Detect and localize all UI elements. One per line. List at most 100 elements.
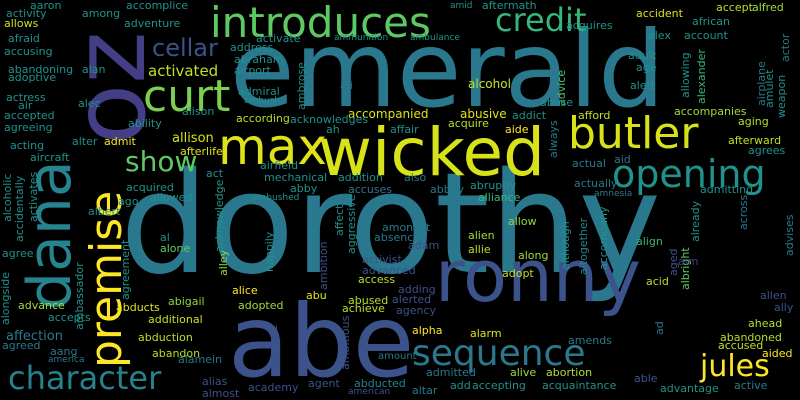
word-adventure: adventure [124,17,181,30]
word-according: according [236,112,290,125]
word-academy: academy [248,381,299,394]
word-almost: almost [202,387,240,400]
word-additional: additional [148,313,203,326]
word-agree: agree [2,247,34,260]
word-allie: allie [468,243,491,256]
word-able: able [634,372,658,385]
word-advance: advance [18,299,65,312]
word-absence: absence [374,231,421,244]
word-mechanical: mechanical [264,171,328,184]
word-alec: alec [78,97,101,110]
word-show: show [125,145,198,178]
word-agreement: agreement [119,239,132,300]
word-abigail: abigail [168,295,205,308]
word-adopt: adopt [502,267,534,280]
word-max: max [218,118,327,176]
word-abraham: abraham [234,53,284,66]
word-airport: airport [234,64,271,77]
word-abandoned: abandoned [720,331,782,344]
word-acid: acid [646,275,669,288]
word-allow: allow [508,215,537,228]
word-aaron: aaron [30,0,62,12]
word-character: character [8,359,162,397]
word-accidentally: accidentally [13,175,26,242]
word-ambush: ambush [244,96,281,106]
word-aim: aim [678,255,699,268]
word-amulet: amulet [763,69,776,108]
word-advanced: advanced [362,264,416,277]
word-ronny: ronny [435,234,641,318]
word-actor: actor [779,33,792,62]
word-aged: aged [667,248,680,276]
word-abbey: abbey [430,183,464,196]
word-abuse: abuse [540,96,574,109]
word-alex: alex [648,29,671,42]
word-ammunition: ammunition [334,33,389,43]
word-introduces: introduces [210,0,431,47]
word-accepting: accepting [472,379,526,392]
word-addition: addition [338,171,383,184]
word-alien: alien [468,229,495,242]
word-accompanies: accompanies [674,105,747,118]
word-al: al [160,231,170,244]
word-ah: ah [326,123,340,136]
word-accompany: accompany [597,206,610,271]
word-always: always [547,120,560,158]
word-age: age [636,61,657,74]
word-abused: abused [348,294,389,307]
word-admitting: admitting [700,183,754,196]
word-among: among [82,7,121,20]
word-acknowledge: acknowledge [213,179,226,252]
word-alcoholic: alcoholic [1,173,14,222]
word-amongst: amongst [382,221,431,234]
word-achieve: achieve [342,302,385,315]
word-abusive: abusive [460,107,507,121]
word-ambitious: ambitious [339,315,352,370]
word-alert: alert [630,79,656,92]
word-abandon: abandon [152,347,201,360]
word-adoptive: adoptive [8,71,57,84]
word-allows: allows [4,17,39,30]
word-activate: activate [256,32,301,45]
word-accident: accident [636,7,683,20]
word-accomplice: accomplice [126,0,189,12]
word-actress: actress [6,91,46,104]
word-ad: ad [653,321,666,335]
word-alarm: alarm [470,327,502,340]
word-advantage: advantage [660,382,719,395]
word-align: align [636,235,663,248]
word-alpha: alpha [412,324,443,337]
word-activity: activity [6,7,47,20]
word-ability: ability [128,117,162,130]
word-aided: aided [762,347,793,360]
word-abu: abu [306,289,327,302]
word-abe: abe [228,283,415,400]
word-butler: butler [568,108,699,159]
word-account: account [684,29,728,42]
word-acknowledges: acknowledges [290,113,369,126]
word-along: along [518,249,549,262]
word-add: add [450,379,471,392]
word-allen: allen [760,289,787,302]
word-alliance: alliance [478,191,521,204]
word-agreed: agreed [2,339,41,352]
word-acquire: acquire [448,117,489,130]
word-curt: curt [143,71,231,122]
word-altogether: altogether [577,217,590,275]
word-amends: amends [568,334,612,347]
word-happily: happily [263,231,276,272]
word-abducts: abducts [116,301,160,314]
word-acquires: acquires [566,19,613,32]
word-across: across [737,194,750,230]
word-air: air [18,99,33,112]
word-ago: ago [118,195,139,208]
word-airfield: airfield [260,159,299,172]
word-alamein: alamein [178,353,223,366]
word-activates: activates [27,171,40,222]
word-admitted: admitted [426,366,476,379]
word-accused: accused [718,339,764,352]
word-amid: amid [450,1,473,11]
word-ambushed: ambushed [252,193,300,203]
word-alfred: alfred [752,1,784,14]
